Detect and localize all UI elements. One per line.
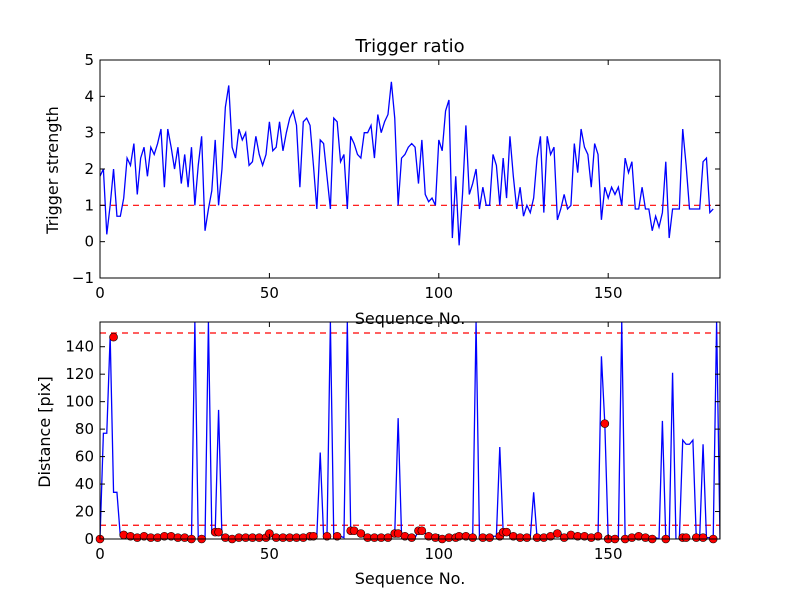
data-point-marker xyxy=(593,531,603,541)
y-axis-label: Distance [pix] xyxy=(35,376,54,488)
data-point-marker xyxy=(332,531,342,541)
x-tick-label: 50 xyxy=(260,284,279,302)
y-tick-label: 100 xyxy=(65,393,94,411)
data-point-marker xyxy=(485,533,494,542)
data-point-marker xyxy=(356,529,366,538)
y-tick-label: 3 xyxy=(84,124,94,142)
y-axis-label: Trigger strength xyxy=(43,106,62,235)
y-tick-label: 0 xyxy=(84,233,94,251)
y-tick-label: −1 xyxy=(72,269,94,287)
data-point-marker xyxy=(309,531,318,541)
data-point-marker xyxy=(681,533,691,542)
y-tick-label: 1 xyxy=(84,196,94,214)
y-tick-label: 0 xyxy=(84,530,94,548)
x-tick-label: 100 xyxy=(424,545,453,563)
x-tick-label: 150 xyxy=(594,545,623,563)
y-tick-label: 60 xyxy=(75,448,94,466)
x-tick-label: 50 xyxy=(260,545,279,563)
y-tick-label: 80 xyxy=(75,420,94,438)
distance-panel: 0 50 100 150 0 20 40 60 80 100 120 140 Distance [pi… xyxy=(35,321,721,588)
y-tick-label: 4 xyxy=(84,87,94,105)
data-point-marker xyxy=(468,533,477,542)
plot-frame xyxy=(99,321,721,540)
series-line xyxy=(100,81,714,246)
y-tick-label: 20 xyxy=(75,503,94,521)
data-point-marker xyxy=(502,527,511,537)
data-point-marker xyxy=(600,419,610,428)
y-tick-label: 5 xyxy=(84,51,94,69)
data-point-marker xyxy=(383,533,393,542)
y-tick-label: 140 xyxy=(65,338,94,356)
data-point-marker xyxy=(417,526,427,536)
chart-title: Trigger ratio xyxy=(354,36,464,57)
x-tick-label: 0 xyxy=(95,545,105,563)
x-tick-label: 0 xyxy=(95,284,105,302)
x-tick-label: 150 xyxy=(594,284,623,302)
x-tick-label: 100 xyxy=(424,284,453,302)
data-point-marker xyxy=(322,531,332,541)
distance-plot-area: 0 50 100 150 0 20 40 60 80 100 120 140 xyxy=(65,321,721,563)
data-point-marker xyxy=(522,533,532,542)
data-point-marker xyxy=(214,527,223,537)
data-point-marker xyxy=(109,332,118,342)
data-point-marker xyxy=(553,529,562,538)
y-tick-label: 2 xyxy=(84,160,94,178)
x-axis-label: Sequence No. xyxy=(355,569,466,588)
y-tick-label: 120 xyxy=(65,365,94,383)
y-tick-label: 40 xyxy=(75,475,94,493)
data-point-marker xyxy=(698,533,708,542)
x-axis-label: Sequence No. xyxy=(355,309,466,328)
data-point-marker xyxy=(407,533,416,542)
